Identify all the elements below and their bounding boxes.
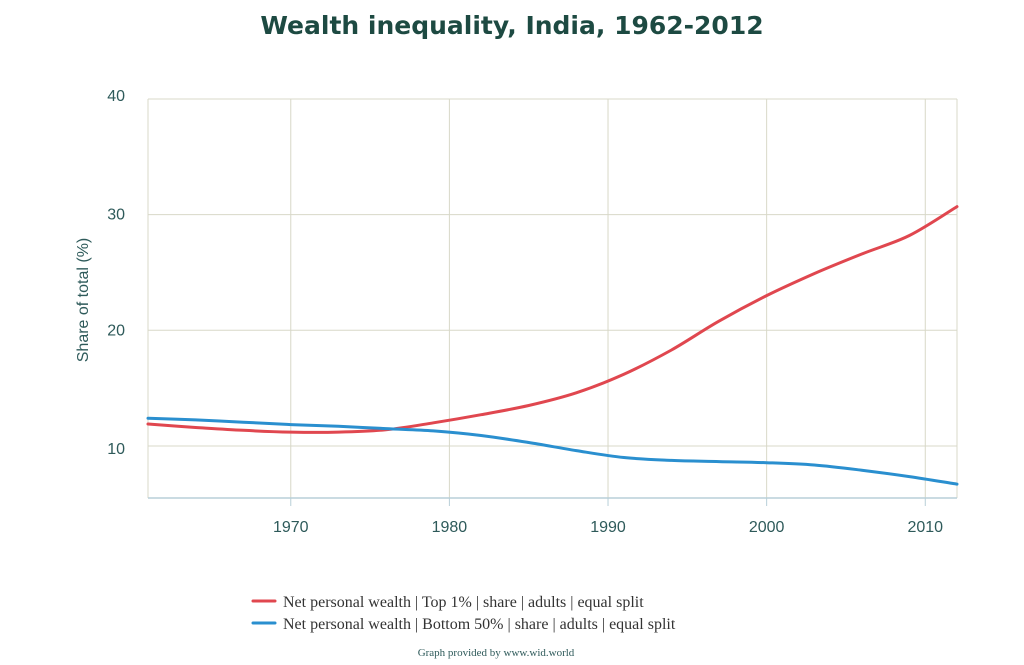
legend-label: Net personal wealth | Top 1% | share | a… [283,594,644,611]
credit-text[interactable]: Graph provided by www.wid.world [418,647,575,659]
x-tick-label: 1970 [273,519,309,536]
legend-item-bottom50[interactable]: Net personal wealth | Bottom 50% | share… [251,616,676,633]
series-line-bottom50[interactable] [146,416,959,486]
legend-label: Net personal wealth | Bottom 50% | share… [283,616,676,633]
x-tick-label: 2010 [907,519,943,536]
legend-item-top1[interactable]: Net personal wealth | Top 1% | share | a… [251,594,644,611]
y-axis-label: Share of total (%) [75,238,92,363]
y-tick-label: 20 [107,322,125,339]
legend: Net personal wealth | Top 1% | share | a… [251,594,676,633]
series-lines [146,205,959,486]
y-tick-label: 10 [107,441,125,458]
x-tick-label: 1980 [432,519,468,536]
axes: 10 20 30 40 1970 1980 1990 2000 2010 [107,88,957,536]
y-tick-label: 30 [107,207,125,224]
series-line-top1[interactable] [146,205,959,434]
x-tick-label: 2000 [749,519,785,536]
grid [147,98,958,498]
y-tick-label: 40 [107,88,125,105]
chart-title: Wealth inequality, India, 1962-2012 [260,11,763,40]
x-tick-label: 1990 [590,519,626,536]
